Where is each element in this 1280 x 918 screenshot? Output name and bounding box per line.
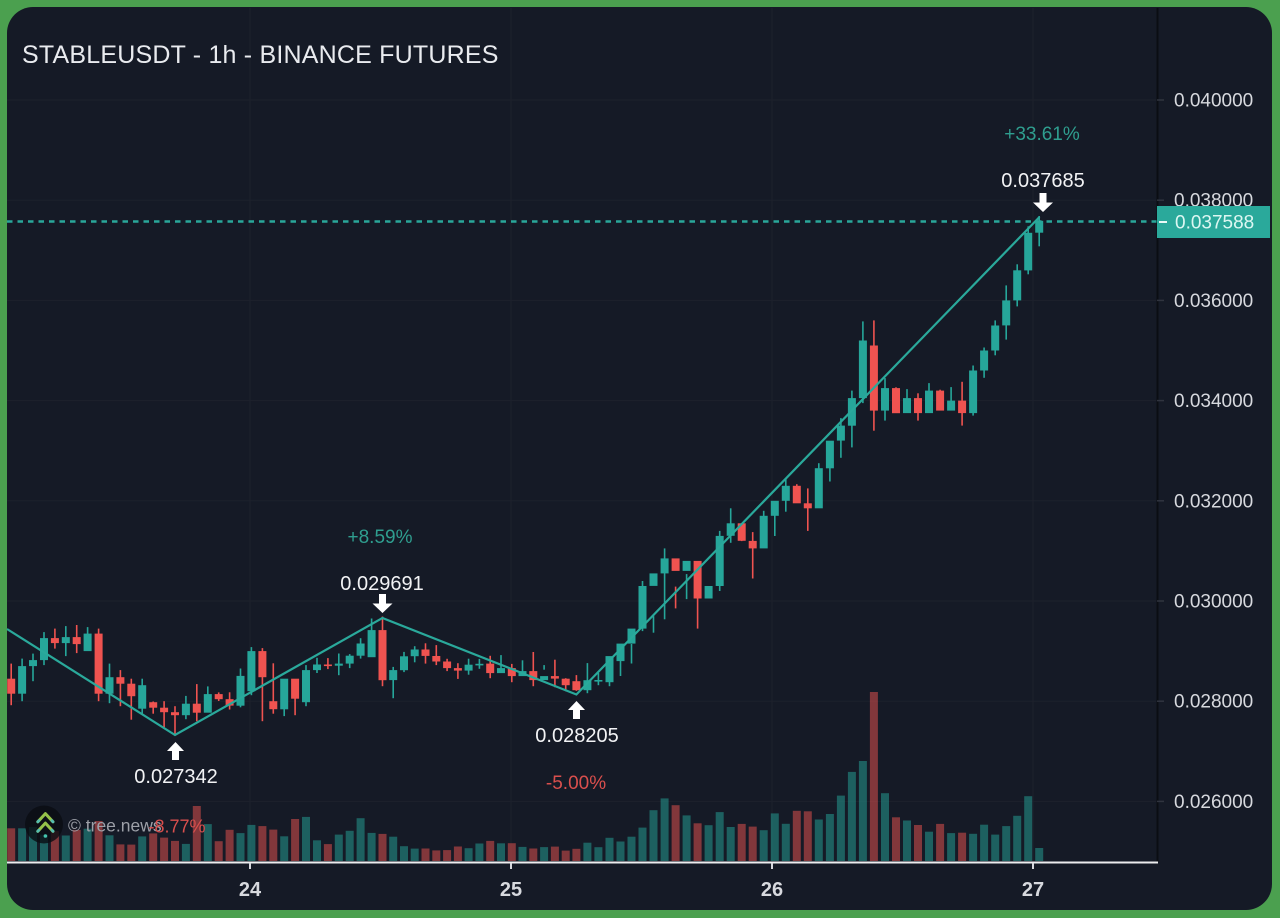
svg-text:0.026000: 0.026000 <box>1174 792 1253 813</box>
svg-text:© tree.news: © tree.news <box>68 816 162 836</box>
svg-text:26: 26 <box>761 879 783 901</box>
svg-text:25: 25 <box>500 879 522 901</box>
svg-text:0.030000: 0.030000 <box>1174 592 1253 613</box>
svg-text:0.029691: 0.029691 <box>340 573 423 595</box>
svg-text:0.036000: 0.036000 <box>1174 291 1253 312</box>
svg-text:0.028205: 0.028205 <box>535 725 618 747</box>
svg-text:0.028000: 0.028000 <box>1174 692 1253 713</box>
svg-text:0.040000: 0.040000 <box>1174 91 1253 112</box>
svg-text:24: 24 <box>239 879 262 901</box>
svg-text:+8.59%: +8.59% <box>348 527 413 548</box>
svg-text:27: 27 <box>1022 879 1044 901</box>
svg-text:0.037685: 0.037685 <box>1001 170 1084 192</box>
svg-text:-5.00%: -5.00% <box>546 773 606 794</box>
svg-text:+33.61%: +33.61% <box>1004 124 1080 145</box>
svg-text:0.034000: 0.034000 <box>1174 391 1253 412</box>
svg-text:0.037588: 0.037588 <box>1175 213 1254 234</box>
svg-text:0.032000: 0.032000 <box>1174 491 1253 512</box>
svg-text:0.027342: 0.027342 <box>134 766 217 788</box>
svg-text:-8.77%: -8.77% <box>148 817 205 837</box>
